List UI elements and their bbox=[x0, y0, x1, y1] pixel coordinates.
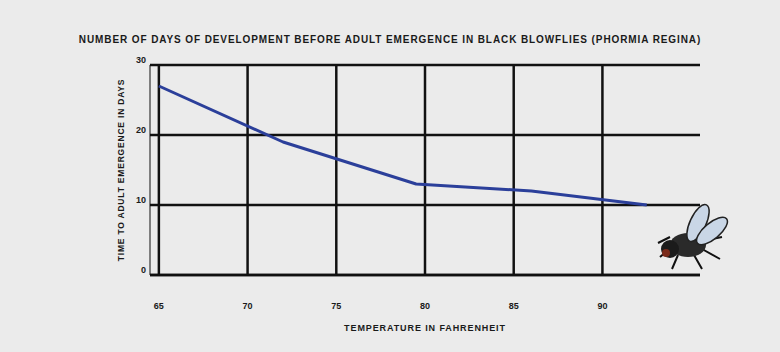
fly-wing bbox=[692, 213, 731, 250]
x-axis-label: TEMPERATURE IN FAHRENHEIT bbox=[344, 323, 506, 333]
y-tick-label: 10 bbox=[136, 195, 146, 205]
y-axis-label: TIME TO ADULT EMERGENCE IN DAYS bbox=[116, 79, 126, 262]
y-tick-label: 0 bbox=[141, 265, 146, 275]
x-grid-line bbox=[601, 65, 604, 275]
x-tick-label: 90 bbox=[597, 301, 607, 311]
title: NUMBER OF DAYS OF DEVELOPMENT BEFORE ADU… bbox=[79, 34, 701, 45]
fly-head bbox=[661, 240, 679, 258]
background bbox=[0, 0, 780, 352]
plot-area bbox=[159, 86, 647, 205]
y-tick-label: 30 bbox=[136, 55, 146, 65]
x-grid-line bbox=[512, 65, 515, 275]
chart-svg: NUMBER OF DAYS OF DEVELOPMENT BEFORE ADU… bbox=[0, 0, 780, 352]
x-grid-line bbox=[246, 65, 249, 275]
x-tick-label: 75 bbox=[331, 301, 341, 311]
fly-icon bbox=[658, 201, 732, 269]
y-grid-line bbox=[150, 274, 700, 277]
x-axis-line bbox=[150, 274, 700, 277]
x-tick-label: 80 bbox=[420, 301, 430, 311]
page: {"chart_data": {"type": "line", "title":… bbox=[0, 0, 780, 352]
y-axis-line bbox=[150, 65, 151, 275]
x-grid-line bbox=[335, 65, 338, 275]
x-tick-label: 85 bbox=[509, 301, 519, 311]
x-grid-line bbox=[158, 65, 161, 275]
x-tick-label: 70 bbox=[243, 301, 253, 311]
y-tick-label: 20 bbox=[136, 125, 146, 135]
x-grid-line bbox=[424, 65, 427, 275]
fly-eye bbox=[662, 249, 670, 257]
chart-container: NUMBER OF DAYS OF DEVELOPMENT BEFORE ADU… bbox=[0, 0, 780, 352]
data-line bbox=[159, 86, 647, 205]
x-tick-label: 65 bbox=[154, 301, 164, 311]
